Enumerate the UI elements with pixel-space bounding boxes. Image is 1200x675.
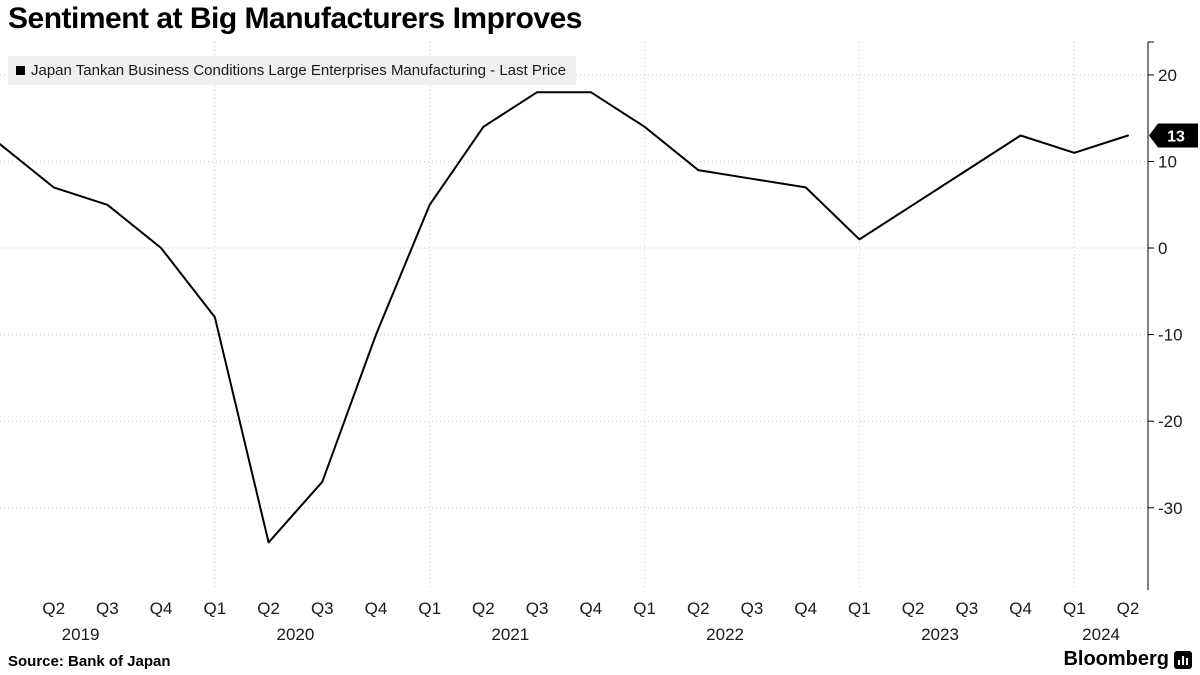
x-tick-label: Q3 bbox=[741, 599, 764, 618]
bloomberg-logo: Bloomberg bbox=[1063, 648, 1192, 671]
x-tick-label: Q4 bbox=[580, 599, 603, 618]
x-tick-label: Q4 bbox=[1009, 599, 1032, 618]
x-tick-label: Q4 bbox=[150, 599, 173, 618]
y-tick-label: 20 bbox=[1158, 66, 1177, 85]
x-tick-label: Q2 bbox=[257, 599, 280, 618]
x-tick-label: Q4 bbox=[365, 599, 388, 618]
x-year-label: 2020 bbox=[276, 625, 314, 644]
x-tick-label: Q4 bbox=[794, 599, 817, 618]
x-tick-label: Q3 bbox=[956, 599, 979, 618]
source-attribution: Source: Bank of Japan bbox=[8, 653, 171, 670]
x-year-label: 2023 bbox=[921, 625, 959, 644]
x-tick-label: Q3 bbox=[311, 599, 334, 618]
y-tick-label: 10 bbox=[1158, 153, 1177, 172]
bloomberg-bars-icon bbox=[1174, 650, 1192, 669]
legend-square-marker-icon bbox=[16, 66, 25, 75]
x-tick-label: Q2 bbox=[902, 599, 925, 618]
x-year-label: 2022 bbox=[706, 625, 744, 644]
y-tick-label: -20 bbox=[1158, 412, 1183, 431]
x-tick-label: Q2 bbox=[1117, 599, 1140, 618]
x-tick-label: Q2 bbox=[472, 599, 495, 618]
page-title: Sentiment at Big Manufacturers Improves bbox=[8, 2, 582, 35]
y-tick-label: 0 bbox=[1158, 239, 1167, 258]
chart-legend: Japan Tankan Business Conditions Large E… bbox=[8, 56, 577, 85]
y-tick-label: -10 bbox=[1158, 326, 1183, 345]
last-price-label: 13 bbox=[1167, 129, 1185, 146]
x-tick-label: Q2 bbox=[42, 599, 65, 618]
y-tick-label: -30 bbox=[1158, 499, 1183, 518]
x-tick-label: Q3 bbox=[96, 599, 119, 618]
last-price-marker bbox=[1149, 123, 1198, 148]
x-year-label: 2019 bbox=[62, 625, 100, 644]
x-tick-label: Q1 bbox=[418, 599, 441, 618]
x-tick-label: Q1 bbox=[848, 599, 871, 618]
legend-series-label: Japan Tankan Business Conditions Large E… bbox=[31, 62, 567, 79]
x-tick-label: Q1 bbox=[1063, 599, 1086, 618]
price-line bbox=[0, 91, 1129, 544]
x-tick-label: Q1 bbox=[633, 599, 656, 618]
x-tick-label: Q2 bbox=[687, 599, 710, 618]
x-year-label: 2024 bbox=[1082, 625, 1120, 644]
x-tick-label: Q3 bbox=[526, 599, 549, 618]
x-year-label: 2021 bbox=[491, 625, 529, 644]
bloomberg-wordmark: Bloomberg bbox=[1063, 648, 1169, 670]
x-tick-label: Q1 bbox=[204, 599, 227, 618]
